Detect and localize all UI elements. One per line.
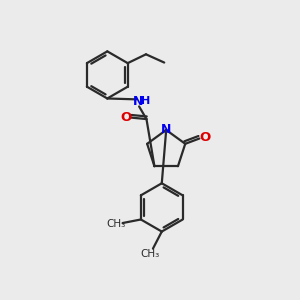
Text: N: N — [161, 123, 171, 136]
Text: O: O — [199, 131, 210, 144]
Text: N: N — [132, 95, 143, 108]
Text: O: O — [120, 111, 131, 124]
Text: CH₃: CH₃ — [140, 249, 160, 259]
Text: CH₃: CH₃ — [106, 219, 126, 229]
Text: H: H — [141, 96, 151, 106]
